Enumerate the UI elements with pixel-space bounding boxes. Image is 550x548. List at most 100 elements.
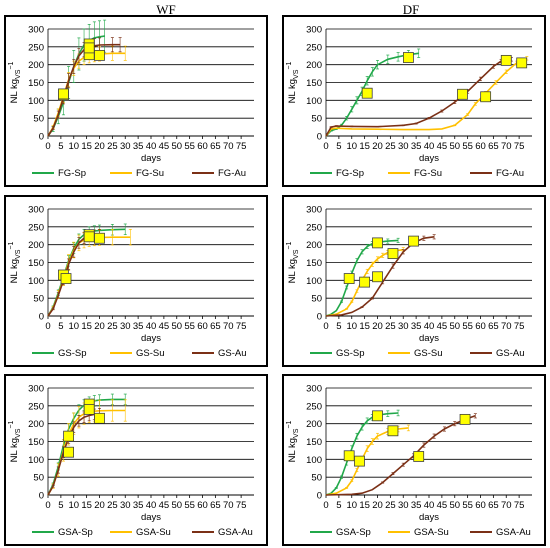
- x-tick-label: 75: [514, 141, 525, 152]
- y-tick-label: 200: [306, 60, 322, 71]
- x-tick-label: 25: [107, 141, 118, 152]
- x-tick-label: 65: [210, 321, 221, 332]
- marker-point: [94, 49, 105, 61]
- x-tick-label: 10: [68, 500, 79, 511]
- x-tick-label: 5: [58, 500, 63, 511]
- chart-panel-wf-gsa: 0 50 100 150 200 250 300 0 5 10 15 20 25 30 35 40 45 50 55…: [4, 374, 268, 546]
- x-tick-label: 0: [323, 141, 328, 152]
- x-tick-label: 35: [411, 321, 422, 332]
- x-tick-label: 5: [58, 141, 63, 152]
- legend-label: GSA-Au: [218, 527, 253, 538]
- y-tick-label: 250: [306, 222, 322, 233]
- x-tick-label: 30: [120, 321, 131, 332]
- column-title-df: DF: [402, 2, 420, 17]
- x-tick-label: 70: [501, 141, 512, 152]
- x-tick-label: 55: [184, 141, 195, 152]
- y-tick-label: 200: [28, 240, 44, 251]
- y-axis-label: NL kgVS−1: [8, 420, 22, 462]
- marker-point: [343, 450, 355, 462]
- legend-label: FG-Au: [218, 168, 246, 179]
- y-tick-label: 100: [306, 96, 322, 107]
- marker-point: [343, 273, 355, 284]
- x-tick-label: 70: [223, 500, 234, 511]
- legend-label: GSA-Au: [496, 527, 531, 538]
- y-tick-label: 0: [39, 132, 44, 143]
- y-tick-label: 300: [28, 384, 44, 395]
- y-tick-label: 300: [306, 384, 322, 395]
- legend-label: GSA-Su: [414, 527, 449, 538]
- x-tick-label: 65: [488, 321, 499, 332]
- y-tick-label: 300: [306, 205, 322, 216]
- series-line-au: [47, 412, 100, 496]
- x-tick-label: 70: [223, 321, 234, 332]
- x-tick-label: 5: [336, 141, 341, 152]
- y-tick-label: 300: [28, 25, 44, 36]
- y-axis-label: NL kgVS−1: [286, 61, 300, 103]
- y-tick-label: 300: [28, 205, 44, 216]
- x-tick-label: 50: [449, 500, 460, 511]
- x-axis-label: days: [419, 512, 439, 523]
- x-tick-label: 20: [372, 141, 383, 152]
- x-tick-label: 20: [94, 500, 105, 511]
- y-tick-label: 100: [28, 96, 44, 107]
- marker-point: [387, 425, 399, 437]
- y-axis-label: NL kgVS−1: [8, 61, 22, 103]
- x-tick-label: 30: [120, 141, 131, 152]
- x-tick-label: 45: [437, 500, 448, 511]
- chart-panel-df-gsa: 0 50 100 150 200 250 300 0 5 10 15 20 25 30 35 40 45 50 55…: [282, 374, 546, 546]
- x-tick-label: 15: [359, 141, 370, 152]
- x-tick-label: 50: [449, 141, 460, 152]
- y-tick-label: 100: [28, 455, 44, 466]
- marker-point: [408, 235, 419, 247]
- y-tick-label: 0: [317, 491, 322, 502]
- x-tick-label: 45: [437, 321, 448, 332]
- y-tick-label: 200: [306, 419, 322, 430]
- y-tick-label: 50: [33, 114, 44, 125]
- y-tick-label: 250: [306, 401, 322, 412]
- x-tick-label: 25: [385, 321, 396, 332]
- y-axis-label: NL kgVS−1: [286, 241, 300, 283]
- legend-label: GS-Su: [414, 348, 443, 359]
- legend-label: FG-Au: [496, 168, 524, 179]
- legend-label: GSA-Sp: [58, 527, 93, 538]
- x-tick-label: 55: [184, 321, 195, 332]
- marker-point: [60, 273, 72, 284]
- x-tick-label: 0: [45, 321, 50, 332]
- y-tick-label: 0: [317, 312, 322, 323]
- x-tick-label: 0: [45, 141, 50, 152]
- marker-point: [457, 88, 468, 100]
- y-axis-label: NL kgVS−1: [8, 241, 22, 283]
- marker-point: [516, 57, 528, 69]
- y-tick-label: 0: [39, 491, 44, 502]
- y-tick-label: 150: [28, 437, 44, 448]
- x-tick-label: 60: [197, 500, 208, 511]
- x-tick-label: 55: [462, 321, 473, 332]
- x-tick-label: 35: [133, 141, 144, 152]
- marker-point: [372, 237, 383, 249]
- legend-label: FG-Sp: [58, 168, 86, 179]
- marker-point: [480, 91, 492, 103]
- x-tick-label: 0: [323, 500, 328, 511]
- y-tick-label: 100: [28, 276, 44, 287]
- series-line-au: [325, 415, 476, 496]
- x-tick-label: 15: [81, 141, 92, 152]
- column-title-wf: WF: [156, 2, 176, 17]
- y-tick-label: 50: [311, 294, 322, 305]
- marker-point: [361, 87, 373, 99]
- x-tick-label: 50: [171, 321, 182, 332]
- x-tick-label: 30: [398, 321, 409, 332]
- x-tick-label: 75: [514, 321, 525, 332]
- x-tick-label: 5: [336, 321, 341, 332]
- y-tick-label: 150: [306, 258, 322, 269]
- x-tick-label: 70: [501, 321, 512, 332]
- x-tick-label: 45: [159, 141, 170, 152]
- marker-point: [403, 52, 414, 63]
- x-tick-label: 65: [210, 141, 221, 152]
- marker-point: [58, 88, 69, 100]
- legend-label: FG-Su: [136, 168, 164, 179]
- x-tick-label: 25: [107, 500, 118, 511]
- marker-point: [354, 455, 365, 467]
